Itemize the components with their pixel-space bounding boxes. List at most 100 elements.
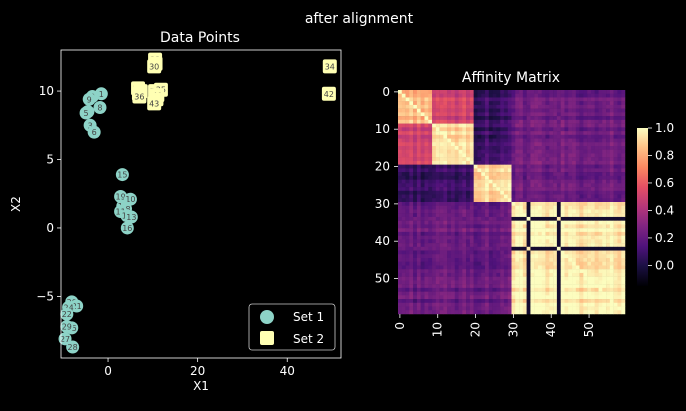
heatmap-cell bbox=[515, 134, 520, 139]
heatmap-cell bbox=[488, 299, 493, 304]
heatmap-cell bbox=[575, 261, 580, 266]
heatmap-cell bbox=[534, 131, 539, 136]
heatmap-cell bbox=[572, 104, 577, 109]
heatmap-cell bbox=[598, 291, 603, 296]
heatmap-cell bbox=[572, 160, 577, 165]
heatmap-cell bbox=[496, 119, 501, 124]
heatmap-cell bbox=[503, 239, 508, 244]
heatmap-cell bbox=[450, 205, 455, 210]
heatmap-cell bbox=[549, 246, 554, 251]
heatmap-cell bbox=[416, 269, 421, 274]
heatmap-cell bbox=[575, 104, 580, 109]
heatmap-cell bbox=[519, 183, 524, 188]
heatmap-cell bbox=[485, 123, 490, 128]
heatmap-cell bbox=[405, 291, 410, 296]
heatmap-cell bbox=[447, 291, 452, 296]
heatmap-cell bbox=[439, 108, 444, 113]
heatmap-cell bbox=[511, 131, 516, 136]
heatmap-cell bbox=[556, 272, 561, 277]
heatmap-cell bbox=[477, 187, 482, 192]
heatmap-cell bbox=[443, 123, 448, 128]
heatmap-cell bbox=[515, 168, 520, 173]
heatmap-cell bbox=[507, 157, 512, 162]
heatmap-cell bbox=[522, 310, 527, 315]
heatmap-cell bbox=[534, 261, 539, 266]
heatmap-cell bbox=[409, 123, 414, 128]
heatmap-cell bbox=[492, 265, 497, 270]
heatmap-cell bbox=[473, 104, 478, 109]
heatmap-cell bbox=[568, 220, 573, 225]
heatmap-cell bbox=[485, 127, 490, 132]
heatmap-cell bbox=[609, 104, 614, 109]
heatmap-cell bbox=[537, 239, 543, 244]
heatmap-cell bbox=[519, 101, 524, 106]
heatmap-cell bbox=[424, 108, 429, 113]
heatmap-cell bbox=[466, 112, 471, 117]
heatmap-cell bbox=[575, 123, 580, 128]
heatmap-cell bbox=[398, 104, 403, 109]
heatmap-cell bbox=[519, 205, 524, 210]
heatmap-cell bbox=[488, 302, 493, 307]
heatmap-cell bbox=[500, 157, 505, 162]
heatmap-cell bbox=[609, 172, 614, 177]
heatmap-cell bbox=[439, 213, 444, 218]
heatmap-cell bbox=[583, 101, 588, 106]
heatmap-cell bbox=[492, 97, 497, 102]
heatmap-cell bbox=[458, 153, 463, 158]
heatmap-cell bbox=[496, 239, 501, 244]
heatmap-cell bbox=[443, 164, 448, 169]
heatmap-cell bbox=[575, 258, 580, 262]
heatmap-cell bbox=[420, 123, 425, 128]
heatmap-cell bbox=[469, 142, 474, 147]
heatmap-cell bbox=[515, 220, 520, 225]
heatmap-cell bbox=[602, 269, 607, 274]
heatmap-cell bbox=[488, 198, 493, 203]
heatmap-cell bbox=[545, 153, 550, 158]
heatmap-cell bbox=[435, 134, 440, 139]
heatmap-cell bbox=[503, 142, 508, 147]
heatmap-cell bbox=[401, 175, 406, 180]
heatmap-cell bbox=[485, 153, 490, 158]
heatmap-cell bbox=[526, 246, 531, 251]
heatmap-cell bbox=[553, 246, 558, 251]
heatmap-cell bbox=[564, 284, 569, 289]
heatmap-cell bbox=[556, 213, 561, 218]
heatmap-cell bbox=[481, 175, 486, 180]
heatmap-cell bbox=[522, 138, 527, 143]
heatmap-cell bbox=[409, 295, 414, 300]
heatmap-cell bbox=[583, 175, 588, 180]
heatmap-cell bbox=[503, 160, 508, 165]
heatmap-cell bbox=[405, 198, 410, 203]
heatmap-cell bbox=[583, 168, 588, 173]
heatmap-cell bbox=[594, 284, 599, 289]
heatmap-cell bbox=[485, 250, 490, 255]
heatmap-cell bbox=[594, 220, 599, 225]
heatmap-cell bbox=[477, 284, 482, 289]
heatmap-cell bbox=[613, 202, 618, 206]
heatmap-cell bbox=[526, 108, 531, 113]
heatmap-cell bbox=[485, 187, 490, 192]
heatmap-cell bbox=[401, 172, 406, 177]
heatmap-xtick-label: 10 bbox=[431, 322, 445, 337]
heatmap-cell bbox=[409, 164, 414, 169]
heatmap-cell bbox=[526, 306, 531, 311]
heatmap-cell bbox=[398, 220, 403, 225]
heatmap-cell bbox=[545, 164, 550, 169]
heatmap-cell bbox=[549, 101, 554, 106]
heatmap-cell bbox=[488, 310, 493, 315]
heatmap-cell bbox=[564, 258, 569, 262]
heatmap-cell bbox=[462, 205, 467, 210]
heatmap-cell bbox=[488, 306, 493, 311]
heatmap-cell bbox=[488, 287, 493, 292]
heatmap-cell bbox=[492, 272, 497, 277]
heatmap-cell bbox=[583, 138, 588, 143]
heatmap-cell bbox=[594, 179, 599, 184]
heatmap-cell bbox=[488, 146, 493, 150]
heatmap-cell bbox=[428, 302, 433, 307]
heatmap-cell bbox=[447, 272, 452, 277]
heatmap-cell bbox=[519, 104, 524, 109]
heatmap-cell bbox=[462, 172, 467, 177]
heatmap-cell bbox=[515, 243, 520, 248]
heatmap-cell bbox=[522, 127, 527, 132]
heatmap-cell bbox=[401, 123, 406, 128]
